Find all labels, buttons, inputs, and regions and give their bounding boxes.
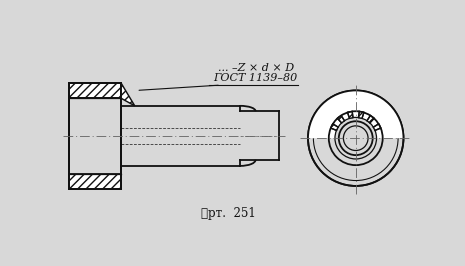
Polygon shape: [348, 111, 353, 118]
Bar: [68, 98, 121, 174]
Bar: [68, 174, 121, 189]
Polygon shape: [331, 124, 338, 130]
Polygon shape: [308, 90, 404, 138]
Polygon shape: [338, 115, 345, 123]
Text: ... –Z × d × D: ... –Z × d × D: [218, 63, 294, 73]
Bar: [68, 83, 121, 98]
Polygon shape: [121, 83, 135, 106]
Polygon shape: [373, 124, 381, 130]
Text: 䉾рт.  251: 䉾рт. 251: [201, 207, 256, 220]
Polygon shape: [367, 115, 374, 123]
Polygon shape: [359, 111, 364, 118]
Text: ГОСТ 1139–80: ГОСТ 1139–80: [213, 73, 298, 83]
